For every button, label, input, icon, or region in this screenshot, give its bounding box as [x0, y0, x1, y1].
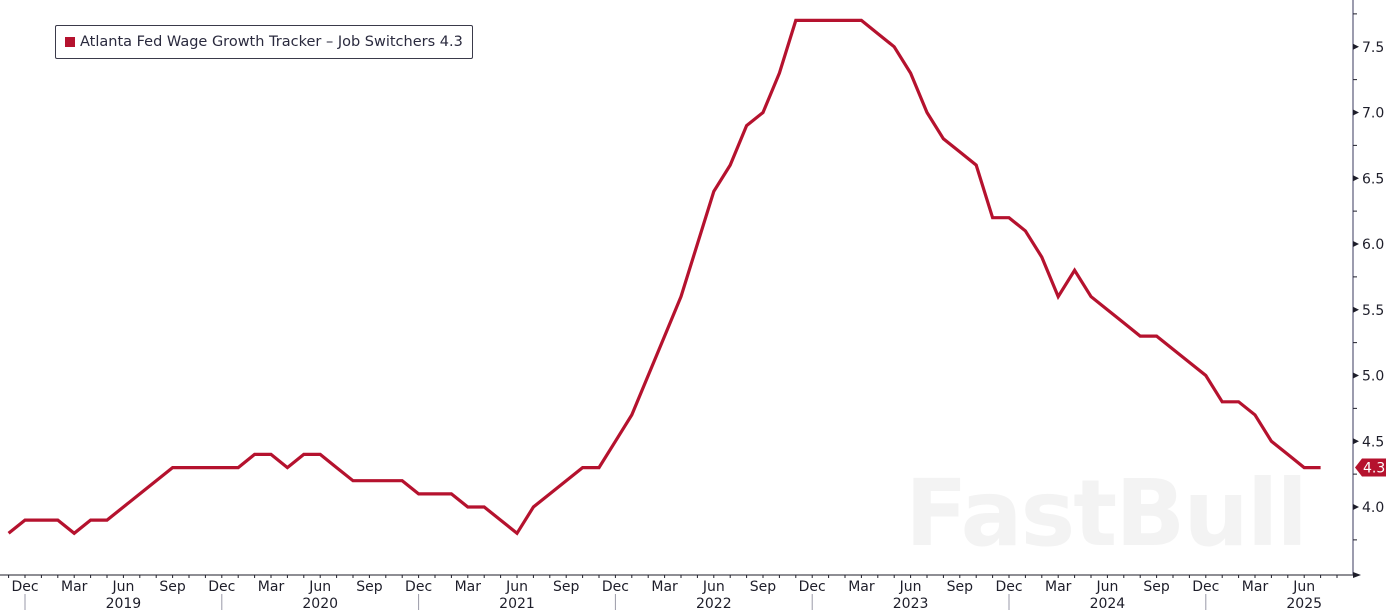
- x-tick-label: Sep: [750, 579, 777, 595]
- x-tick-label: Jun: [899, 579, 922, 595]
- y-axis: 4.0 4.5 5.0 5.5 6.0 6.5 7.0 7.5: [1352, 0, 1384, 578]
- x-year-label: 2019: [106, 596, 142, 610]
- x-tick-label: Dec: [405, 579, 432, 595]
- x-tick-label: Mar: [848, 579, 875, 595]
- y-tick-label: 6.0: [1362, 237, 1384, 253]
- x-year-label: 2024: [1090, 596, 1126, 610]
- x-tick-label: Dec: [208, 579, 235, 595]
- last-value-tag: 4.3: [1355, 458, 1386, 477]
- series-line: [7, 18, 1321, 536]
- x-tick-label: Mar: [61, 579, 88, 595]
- x-tick-label: Mar: [1045, 579, 1072, 595]
- x-tick-label: Dec: [1192, 579, 1219, 595]
- x-tick-label: Dec: [995, 579, 1022, 595]
- x-tick-label: Jun: [111, 579, 134, 595]
- watermark: FastBull: [905, 460, 1306, 567]
- x-year-label: 2022: [696, 596, 732, 610]
- legend-label: Atlanta Fed Wage Growth Tracker – Job Sw…: [80, 34, 463, 50]
- x-year-label: 2025: [1286, 596, 1322, 610]
- x-tick-label: Sep: [947, 579, 974, 595]
- x-tick-label: Mar: [1242, 579, 1269, 595]
- x-year-label: 2020: [302, 596, 338, 610]
- x-tick-label: Jun: [308, 579, 331, 595]
- x-tick-label: Sep: [159, 579, 186, 595]
- x-year-label: 2021: [499, 596, 535, 610]
- x-tick-label: Dec: [799, 579, 826, 595]
- plot-area: [7, 18, 1321, 536]
- x-tick-label: Mar: [455, 579, 482, 595]
- y-tick-label: 5.5: [1362, 303, 1384, 319]
- x-tick-label: Mar: [258, 579, 285, 595]
- y-tick-label: 5.0: [1362, 369, 1384, 385]
- x-tick-label: Jun: [1292, 579, 1315, 595]
- y-tick-label: 7.5: [1362, 40, 1384, 56]
- x-axis: Dec Mar Jun Sep Dec Mar Jun Sep Dec Mar Jun Sep Dec M…: [0, 574, 1353, 610]
- x-tick-label: Jun: [702, 579, 725, 595]
- x-tick-label: Jun: [505, 579, 528, 595]
- y-tick-label: 4.0: [1362, 500, 1384, 516]
- y-tick-label: 6.5: [1362, 171, 1384, 187]
- x-tick-label: Sep: [553, 579, 580, 595]
- x-tick-label: Sep: [1143, 579, 1170, 595]
- y-tick-label: 4.5: [1362, 434, 1384, 450]
- x-tick-label: Sep: [356, 579, 383, 595]
- x-tick-label: Dec: [11, 579, 38, 595]
- legend-swatch-icon: [65, 37, 75, 47]
- y-tick-label: 7.0: [1362, 106, 1384, 122]
- legend: Atlanta Fed Wage Growth Tracker – Job Sw…: [55, 25, 473, 59]
- x-year-label: 2023: [893, 596, 929, 610]
- x-tick-label: Jun: [1095, 579, 1118, 595]
- x-tick-label: Mar: [651, 579, 678, 595]
- last-value-label: 4.3: [1363, 461, 1385, 477]
- x-tick-label: Dec: [602, 579, 629, 595]
